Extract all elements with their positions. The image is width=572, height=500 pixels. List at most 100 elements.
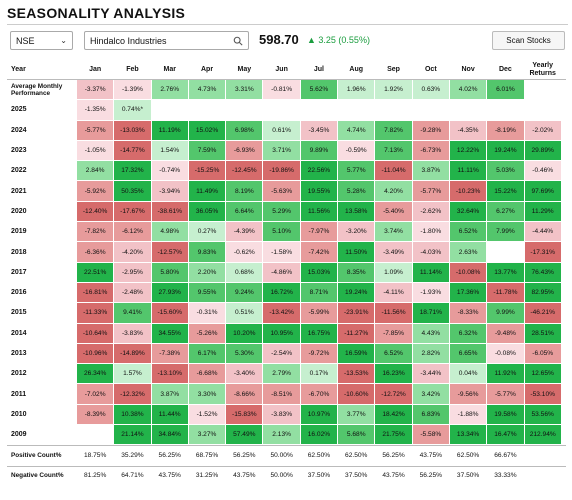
return-cell xyxy=(412,100,450,120)
return-cell: -12.57% xyxy=(151,242,189,262)
table-row: 2021 -5.92% 50.35% -3.94% 11.49% 8.19% -5.63% 1… xyxy=(7,181,566,202)
table-row: 2017 22.51% -2.95% 5.80% 2.20% 0.68% -4.86% 15.… xyxy=(7,262,566,283)
return-cell: -0.74% xyxy=(151,161,189,181)
return-cell: -3.20% xyxy=(338,222,376,242)
return-cell: 1.57% xyxy=(114,364,152,384)
average-cell: 4.73% xyxy=(188,80,227,100)
positive-cell: 62.50% xyxy=(338,446,376,465)
return-cell: 11.49% xyxy=(188,181,227,201)
positive-cell: 43.75% xyxy=(412,446,450,465)
page-title: SEASONALITY ANALYSIS xyxy=(7,5,186,21)
return-cell: -9.72% xyxy=(300,343,339,364)
column-header: Jul xyxy=(301,60,339,79)
return-cell: 10.38% xyxy=(114,404,152,425)
year-label: 2022 xyxy=(11,167,27,175)
return-cell: -9.48% xyxy=(487,323,525,343)
return-cell: 28.51% xyxy=(524,323,562,343)
return-cell: 8.19% xyxy=(226,181,264,201)
table-row: 2013 -10.96% -14.89% -7.38% 6.17% 5.30% -2.54%… xyxy=(7,343,566,365)
return-cell: 11.92% xyxy=(487,364,525,384)
return-cell: -12.40% xyxy=(77,201,115,222)
return-cell: 5.29% xyxy=(263,201,301,222)
return-cell: 32.64% xyxy=(449,201,488,222)
negative-count-row: Negative Count% 81.25% 64.71% 43.75% 31.25% 4… xyxy=(7,465,566,486)
return-cell: 5.28% xyxy=(338,181,376,201)
table-row: 2024 -5.77% -13.03% 11.19% 15.02% 6.98% 0.61% -… xyxy=(7,120,566,141)
table-row: 2009 21.14% 34.84% 3.27% 57.49% 2.13% 16.02% 5.… xyxy=(7,425,566,446)
negative-cell: 37.50% xyxy=(300,466,339,485)
return-cell xyxy=(263,100,301,120)
return-cell: 11.44% xyxy=(151,404,189,425)
return-cell: -5.58% xyxy=(412,425,450,445)
return-cell: 22.51% xyxy=(77,262,115,282)
scan-stocks-button[interactable]: Scan Stocks xyxy=(492,31,565,50)
average-cell: 0.63% xyxy=(412,80,450,100)
return-cell: 5.80% xyxy=(151,262,189,282)
column-header: Feb xyxy=(114,60,152,79)
return-cell: 3.71% xyxy=(263,140,301,161)
column-header: Mar xyxy=(152,60,189,79)
year-label: 2015 xyxy=(11,309,27,317)
row-label: Positive Count% xyxy=(7,446,77,465)
return-cell: 10.95% xyxy=(263,323,301,343)
return-cell: 11.19% xyxy=(151,120,189,140)
negative-cell: 81.25% xyxy=(77,466,115,485)
return-cell: -6.12% xyxy=(114,222,152,242)
table-row: 2020 -12.40% -17.67% -38.61% 36.05% 6.64% 5.29… xyxy=(7,201,566,223)
stock-search-input[interactable]: Hindalco Industries xyxy=(84,31,249,50)
average-row: Average Monthly Performance -3.37% -1.39% 2… xyxy=(7,80,566,101)
negative-cell: 64.71% xyxy=(114,466,152,485)
return-cell: -7.02% xyxy=(77,384,115,404)
return-cell: 17.32% xyxy=(114,161,152,181)
return-cell: -1.80% xyxy=(412,222,450,242)
stock-price: 598.70 xyxy=(259,32,299,47)
return-cell: 19.24% xyxy=(487,140,525,161)
return-cell: -6.93% xyxy=(226,140,264,161)
return-cell: -3.49% xyxy=(375,242,413,262)
return-cell: -5.63% xyxy=(263,181,301,201)
return-cell: 7.82% xyxy=(375,120,413,140)
return-cell: 10.97% xyxy=(300,404,339,425)
seasonality-table: Year Jan Feb Mar Apr May Jun Jul Aug Sep Oct Nov Dec… xyxy=(7,60,566,486)
return-cell: -14.89% xyxy=(114,343,152,364)
return-cell: 0.74%* xyxy=(114,100,152,120)
return-cell: -1.58% xyxy=(263,242,301,262)
return-cell: -4.35% xyxy=(449,120,488,140)
negative-cell: 37.50% xyxy=(449,466,488,485)
positive-cell xyxy=(524,446,562,465)
return-cell: 10.20% xyxy=(226,323,264,343)
return-cell: 4.20% xyxy=(375,181,413,201)
table-row: 2015 -11.33% 9.41% -15.60% -0.31% 0.51% -13.42… xyxy=(7,303,566,324)
return-cell: 22.56% xyxy=(300,161,339,181)
average-cell: 5.62% xyxy=(300,80,339,100)
return-cell: 2.84% xyxy=(77,161,115,181)
return-cell: -5.26% xyxy=(188,323,227,343)
return-cell: -5.77% xyxy=(412,181,450,201)
return-cell: 2.20% xyxy=(188,262,227,282)
return-cell: 12.65% xyxy=(524,364,562,384)
return-cell: 3.27% xyxy=(188,425,227,445)
negative-cell: 43.75% xyxy=(226,466,264,485)
negative-cell: 43.75% xyxy=(151,466,189,485)
return-cell: -4.11% xyxy=(375,282,413,303)
return-cell xyxy=(300,100,339,120)
table-row: 2011 -7.02% -12.32% 3.87% 3.30% -8.66% -8.51% -… xyxy=(7,384,566,405)
return-cell: -7.38% xyxy=(151,343,189,364)
return-cell: -10.60% xyxy=(338,384,376,404)
return-cell: -2.62% xyxy=(412,201,450,222)
table-row: 2019 -7.82% -6.12% 4.98% 0.27% -4.39% 5.10% -7.… xyxy=(7,222,566,243)
return-cell: -0.31% xyxy=(188,303,227,323)
chevron-down-icon: ⌄ xyxy=(60,36,67,45)
price-change: ▲ 3.25 (0.55%) xyxy=(307,35,370,45)
return-cell: -19.86% xyxy=(263,161,301,181)
return-cell: 6.17% xyxy=(188,343,227,364)
year-label: 2025 xyxy=(11,106,27,114)
return-cell: -3.40% xyxy=(226,364,264,384)
exchange-select[interactable]: NSE ⌄ xyxy=(10,31,73,50)
year-label: 2010 xyxy=(11,410,27,418)
return-cell: 9.99% xyxy=(487,303,525,323)
return-cell xyxy=(375,100,413,120)
return-cell: 5.68% xyxy=(338,425,376,445)
year-label: 2019 xyxy=(11,228,27,236)
return-cell: -0.46% xyxy=(524,161,562,181)
